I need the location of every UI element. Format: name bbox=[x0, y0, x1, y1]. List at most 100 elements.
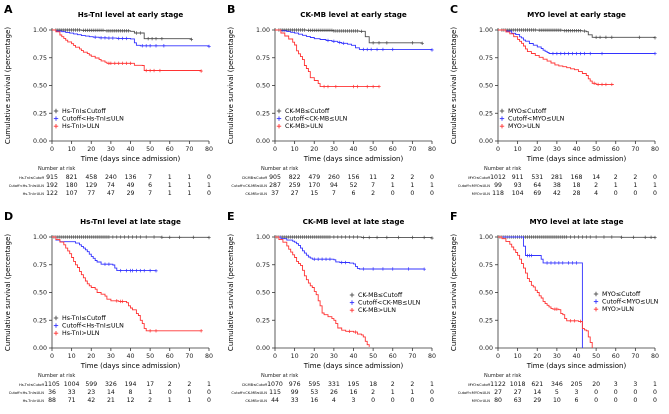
y-tick-label: 0.75 bbox=[479, 262, 493, 269]
km-plot-B: B CK-MB level at early stage Cumulative su… bbox=[227, 3, 436, 197]
legend-label: Hs-TnI>ULN bbox=[62, 123, 100, 130]
risk-count: 346 bbox=[551, 381, 563, 388]
number-at-risk-header: Number at risk bbox=[38, 166, 75, 172]
x-tick-label: 10 bbox=[514, 146, 522, 153]
risk-count: 115 bbox=[269, 389, 281, 396]
x-tick-label: 10 bbox=[291, 146, 299, 153]
risk-count: 0 bbox=[391, 397, 395, 404]
risk-count: 240 bbox=[105, 174, 117, 181]
x-tick-label: 20 bbox=[310, 353, 318, 360]
y-tick-label: 0.75 bbox=[33, 55, 47, 62]
number-at-risk-header: Number at risk bbox=[38, 373, 75, 379]
x-tick-label: 80 bbox=[651, 146, 659, 153]
risk-count: 18 bbox=[573, 182, 581, 189]
risk-count: 0 bbox=[633, 190, 637, 197]
y-tick-label: 0.25 bbox=[479, 317, 493, 324]
risk-count: 3 bbox=[352, 397, 356, 404]
risk-count: 2 bbox=[371, 389, 375, 396]
risk-count: 14 bbox=[533, 389, 541, 396]
y-axis-label: Cumulative survival (percentage) bbox=[227, 27, 235, 144]
x-tick-label: 70 bbox=[631, 353, 639, 360]
panel-letter: F bbox=[450, 210, 458, 223]
risk-count: 29 bbox=[533, 397, 541, 404]
risk-count: 0 bbox=[207, 190, 211, 197]
x-tick-label: 20 bbox=[533, 146, 541, 153]
y-tick-label: 0.50 bbox=[33, 290, 47, 297]
x-tick-label: 50 bbox=[592, 353, 600, 360]
legend-label: Hs-TnI≤Cutoff bbox=[62, 108, 106, 115]
risk-count: 2 bbox=[614, 174, 618, 181]
panel-e: E CK-MB level at late stage Cumulative sur… bbox=[223, 207, 446, 414]
y-tick-label: 0.75 bbox=[33, 262, 47, 269]
risk-count: 107 bbox=[66, 190, 78, 197]
risk-count: 2 bbox=[410, 174, 414, 181]
risk-count: 71 bbox=[68, 397, 76, 404]
legend-label: CK-MB≤Cutoff bbox=[358, 292, 403, 299]
survival-curve bbox=[275, 236, 370, 347]
x-tick-label: 60 bbox=[389, 353, 397, 360]
y-tick-label: 0.25 bbox=[479, 110, 493, 117]
x-tick-label: 40 bbox=[126, 146, 134, 153]
risk-count: 260 bbox=[328, 174, 340, 181]
km-plot-D: D Hs-TnI level at late stage Cumulative su… bbox=[4, 210, 213, 404]
risk-count: 10 bbox=[553, 397, 561, 404]
risk-row-label: Hs-TnI≤Cutoff bbox=[19, 383, 44, 387]
y-tick-label: 0.00 bbox=[479, 138, 493, 145]
x-axis-label: Time (days since admission) bbox=[303, 362, 404, 370]
y-tick-label: 0.00 bbox=[256, 138, 270, 145]
y-tick-label: 0.25 bbox=[33, 317, 47, 324]
legend-label: CK-MB>ULN bbox=[358, 307, 396, 314]
risk-count: 1 bbox=[410, 389, 414, 396]
risk-count: 915 bbox=[46, 174, 58, 181]
risk-count: 0 bbox=[653, 389, 657, 396]
risk-count: 0 bbox=[371, 397, 375, 404]
risk-count: 0 bbox=[391, 190, 395, 197]
risk-count: 2 bbox=[594, 182, 598, 189]
legend-label: Cutoff<Hs-TnI≤ULN bbox=[62, 323, 124, 330]
risk-count: 1 bbox=[168, 174, 172, 181]
x-tick-label: 70 bbox=[408, 353, 416, 360]
x-tick-label: 0 bbox=[496, 353, 500, 360]
risk-count: 1105 bbox=[44, 381, 60, 388]
risk-count: 458 bbox=[85, 174, 97, 181]
risk-count: 8 bbox=[129, 389, 133, 396]
risk-count: 104 bbox=[512, 190, 524, 197]
risk-count: 136 bbox=[125, 174, 137, 181]
y-tick-label: 1.00 bbox=[256, 234, 270, 241]
risk-count: 0 bbox=[594, 389, 598, 396]
x-tick-label: 30 bbox=[107, 146, 115, 153]
x-tick-label: 30 bbox=[330, 146, 338, 153]
risk-count: 15 bbox=[310, 190, 318, 197]
risk-count: 0 bbox=[187, 389, 191, 396]
risk-count: 11 bbox=[369, 174, 377, 181]
risk-count: 37 bbox=[271, 190, 279, 197]
survival-curve bbox=[275, 29, 433, 50]
risk-count: 33 bbox=[68, 389, 76, 396]
y-axis-label: Cumulative survival (percentage) bbox=[227, 234, 235, 351]
risk-count: 531 bbox=[531, 174, 543, 181]
risk-count: 1 bbox=[614, 182, 618, 189]
legend-label: Cutoff<MYO≤ULN bbox=[602, 299, 659, 306]
risk-count: 822 bbox=[289, 174, 301, 181]
panel-letter: C bbox=[450, 3, 458, 16]
legend-label: Cutoff<CK-MB≤ULN bbox=[285, 116, 348, 123]
x-tick-label: 30 bbox=[553, 353, 561, 360]
y-axis-label: Cumulative survival (percentage) bbox=[450, 27, 458, 144]
km-plot-A: A Hs-TnI level at early stage Cumulative s… bbox=[4, 3, 213, 197]
x-axis-label: Time (days since admission) bbox=[526, 362, 627, 370]
risk-count: 0 bbox=[614, 389, 618, 396]
risk-count: 1 bbox=[391, 182, 395, 189]
risk-count: 2 bbox=[391, 174, 395, 181]
risk-count: 911 bbox=[512, 174, 524, 181]
risk-count: 20 bbox=[592, 381, 600, 388]
x-tick-label: 30 bbox=[107, 353, 115, 360]
y-tick-label: 0.00 bbox=[33, 138, 47, 145]
x-tick-label: 0 bbox=[273, 146, 277, 153]
risk-count: 6 bbox=[575, 397, 579, 404]
risk-count: 18 bbox=[369, 381, 377, 388]
risk-count: 192 bbox=[46, 182, 58, 189]
risk-count: 129 bbox=[85, 182, 97, 189]
chart-title: Hs-TnI level at late stage bbox=[80, 217, 181, 226]
x-tick-label: 80 bbox=[428, 353, 436, 360]
x-tick-label: 50 bbox=[146, 146, 154, 153]
